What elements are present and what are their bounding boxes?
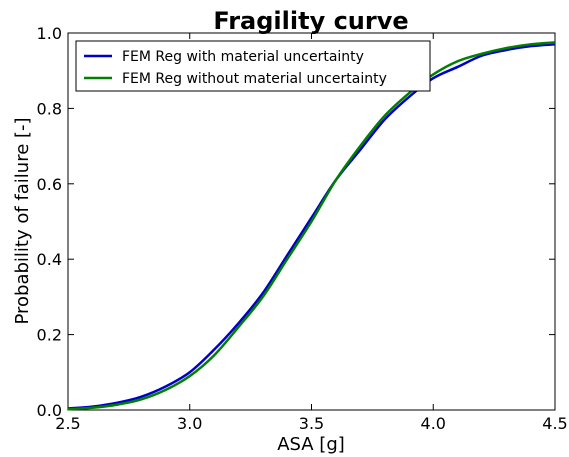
- x-tick-label: 4.0: [421, 414, 446, 433]
- x-axis-label: ASA [g]: [277, 434, 345, 455]
- y-tick-label: 0.8: [37, 99, 62, 118]
- x-tick-label: 3.0: [177, 414, 202, 433]
- y-tick-label: 0.2: [37, 326, 62, 345]
- y-tick-label: 0.6: [37, 175, 62, 194]
- x-tick-label: 2.5: [55, 414, 80, 433]
- legend-label-2: FEM Reg without material uncertainty: [122, 71, 387, 87]
- chart-title: Fragility curve: [213, 7, 408, 35]
- y-tick-label: 0.0: [37, 401, 62, 420]
- legend: FEM Reg with material uncertainty FEM Reg…: [75, 40, 431, 92]
- series-line-1: [67, 43, 556, 410]
- series-line-2: [67, 41, 556, 411]
- plot-area: 2.5 3.0 3.5 4.0 4.5 0.0 0.2 0.4 0.6 0.8 1.0 FEM Reg…: [37, 24, 568, 433]
- y-tick-label: 1.0: [37, 24, 62, 43]
- x-tick-label: 4.5: [542, 414, 567, 433]
- legend-box: [75, 40, 431, 92]
- y-tick-label: 0.4: [37, 250, 62, 269]
- x-tick-label: 3.5: [299, 414, 324, 433]
- y-axis-label: Probability of failure [-]: [12, 117, 33, 324]
- legend-label-1: FEM Reg with material uncertainty: [122, 49, 364, 65]
